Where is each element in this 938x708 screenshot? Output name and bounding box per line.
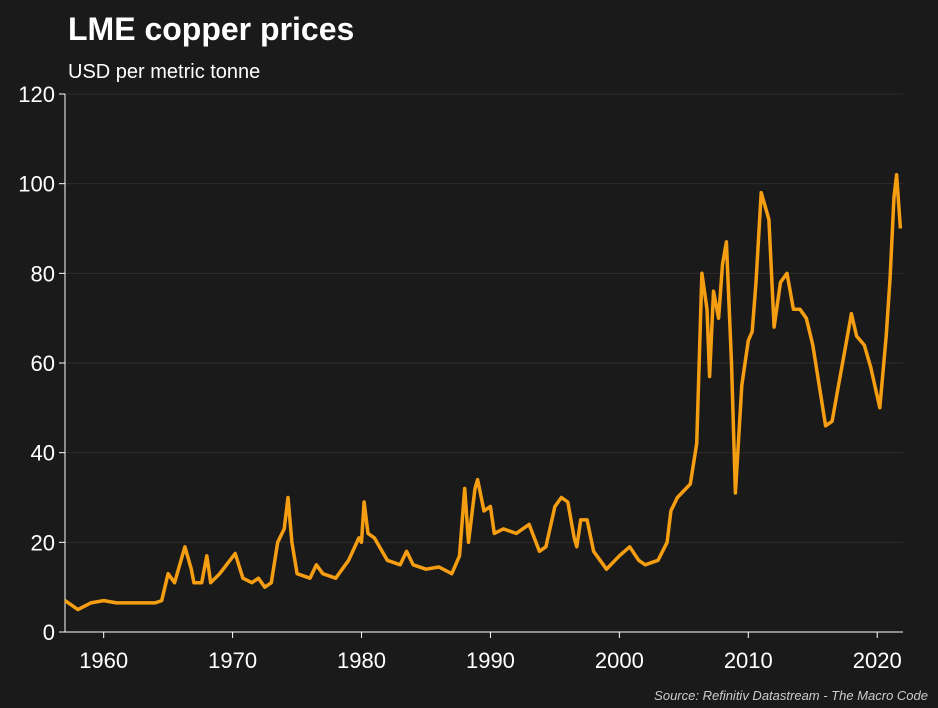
- x-tick-label: 2020: [853, 648, 902, 673]
- x-tick-label: 1970: [208, 648, 257, 673]
- y-tick-label: 120: [18, 82, 55, 107]
- y-tick-label: 0: [43, 620, 55, 645]
- y-tick-label: 40: [31, 441, 55, 466]
- price-line: [63, 172, 903, 612]
- y-tick-label: 20: [31, 530, 55, 555]
- y-tick-label: 80: [31, 261, 55, 286]
- chart-title: LME copper prices: [68, 11, 354, 47]
- x-tick-label: 1960: [79, 648, 128, 673]
- y-tick-label: 100: [18, 172, 55, 197]
- x-tick-label: 2000: [595, 648, 644, 673]
- source-note: Source: Refinitiv Datastream - The Macro…: [654, 688, 928, 703]
- chart-subtitle: USD per metric tonne: [68, 61, 260, 83]
- x-tick-label: 1980: [337, 648, 386, 673]
- y-tick-label: 60: [31, 351, 55, 376]
- x-tick-label: 2010: [724, 648, 773, 673]
- x-tick-label: 1990: [466, 648, 515, 673]
